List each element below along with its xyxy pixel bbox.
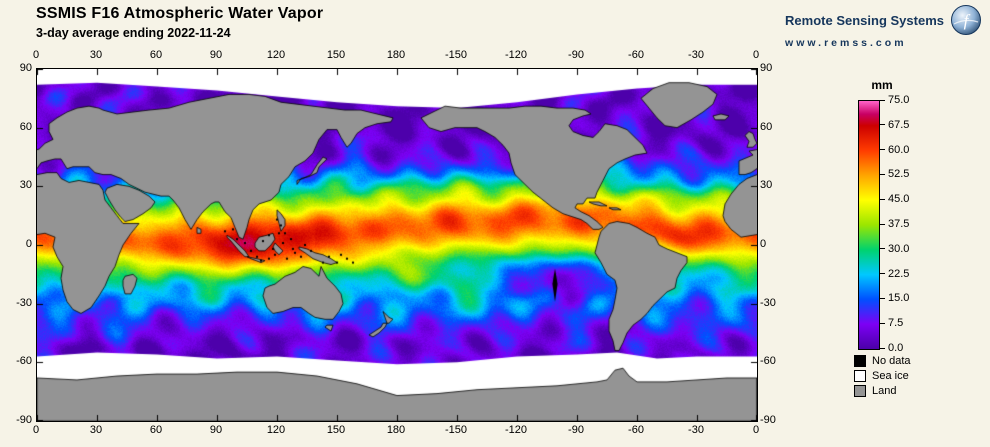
colorbar-tick-label: 45.0 <box>888 193 910 206</box>
lat-tick-label-left: 0 <box>25 238 32 250</box>
legend-swatch-sea-ice <box>854 370 866 382</box>
lat-tick-label-left: -90 <box>16 414 32 426</box>
colorbar-tick-label: 52.5 <box>888 168 910 181</box>
lon-tick-label-bottom: 0 <box>32 424 40 436</box>
lat-tick-label-right: 90 <box>760 62 773 74</box>
legend-swatch-land <box>854 385 866 397</box>
map-plot-frame <box>36 68 758 422</box>
colorbar-tick <box>880 149 885 151</box>
lon-tick-label-top: 150 <box>326 49 346 61</box>
legend-swatch-no-data <box>854 355 866 367</box>
colorbar-tick <box>880 248 885 250</box>
lon-tick-label-bottom: 180 <box>386 424 406 436</box>
lon-tick-label-bottom: -60 <box>628 424 644 436</box>
lat-tick-label-left: -30 <box>16 296 32 309</box>
lat-tick-label-left: 30 <box>19 179 32 192</box>
legend-label: Sea ice <box>872 370 909 382</box>
lat-tick-label-right: 0 <box>760 238 767 250</box>
colorbar-tick <box>880 223 885 225</box>
colorbar-tick-label: 67.5 <box>888 118 910 131</box>
colorbar-tick-label: 22.5 <box>888 267 910 280</box>
colorbar-tick <box>880 198 885 200</box>
lon-tick-label-top: 60 <box>149 49 163 61</box>
brand-name: Remote Sensing Systems <box>785 12 944 28</box>
colorbar-tick <box>880 273 885 275</box>
colorbar-tick-label: 0.0 <box>888 342 904 354</box>
legend-label: No data <box>872 355 911 367</box>
remss-globe-icon: f <box>950 4 982 36</box>
lat-tick-label-right: -30 <box>760 296 776 309</box>
branding-block: Remote Sensing Systems f www.remss <box>785 4 982 49</box>
lon-tick-label-bottom: 120 <box>266 424 286 436</box>
colorbar-tick-label: 30.0 <box>888 242 910 255</box>
lon-tick-label-top: -150 <box>444 49 468 61</box>
brand-url-link[interactable]: www.remss.com <box>785 37 907 49</box>
legend-item: Land <box>854 385 911 397</box>
colorbar-tick-label: 75.0 <box>888 94 910 106</box>
lat-tick-label-left: 60 <box>19 120 32 133</box>
svg-text:f: f <box>964 11 971 30</box>
lon-tick-label-top: 30 <box>89 49 103 61</box>
lon-tick-label-bottom: 150 <box>326 424 346 436</box>
colorbar-tick <box>880 173 885 175</box>
lon-tick-label-bottom: -90 <box>568 424 584 436</box>
lon-tick-label-top: -120 <box>504 49 528 61</box>
lat-tick-label-left: -60 <box>16 355 32 368</box>
lon-tick-label-bottom: 0 <box>752 424 760 436</box>
lon-tick-label-top: -30 <box>688 49 704 61</box>
lat-tick-label-left: 90 <box>19 62 32 74</box>
colorbar-tick-label: 60.0 <box>888 143 910 156</box>
lon-tick-label-top: 0 <box>752 49 760 61</box>
colorbar-tick <box>880 99 885 101</box>
legend-item: Sea ice <box>854 370 911 382</box>
lon-tick-label-top: 90 <box>209 49 223 61</box>
lon-tick-label-bottom: 30 <box>89 424 103 436</box>
colorbar-tick <box>880 124 885 126</box>
lon-tick-label-bottom: -120 <box>504 424 528 436</box>
brand-row: Remote Sensing Systems f <box>785 4 982 36</box>
colorbar-gradient <box>858 100 880 350</box>
lon-tick-label-bottom: -150 <box>444 424 468 436</box>
lat-tick-label-right: 30 <box>760 179 773 192</box>
lon-tick-label-bottom: 60 <box>149 424 163 436</box>
colorbar-tick <box>880 322 885 324</box>
lat-tick-label-right: 60 <box>760 120 773 133</box>
lat-tick-label-right: -90 <box>760 414 776 426</box>
lon-tick-label-top: -60 <box>628 49 644 61</box>
lon-tick-label-top: 120 <box>266 49 286 61</box>
world-map-canvas <box>37 69 757 421</box>
page-title: SSMIS F16 Atmospheric Water Vapor <box>36 5 324 22</box>
colorbar-tick <box>880 297 885 299</box>
legend-label: Land <box>872 385 897 397</box>
map-legend: No data Sea ice Land <box>854 355 911 400</box>
lon-tick-label-bottom: -30 <box>688 424 704 436</box>
lon-tick-label-top: 180 <box>386 49 406 61</box>
page-subtitle: 3-day average ending 2022-11-24 <box>36 26 231 40</box>
lon-tick-label-bottom: 90 <box>209 424 223 436</box>
colorbar-tick-label: 7.5 <box>888 317 904 330</box>
lon-tick-label-top: 0 <box>32 49 40 61</box>
colorbar-tick-label: 15.0 <box>888 292 910 305</box>
colorbar-units-label: mm <box>871 78 893 92</box>
legend-item: No data <box>854 355 911 367</box>
colorbar-tick-label: 37.5 <box>888 218 910 230</box>
colorbar-tick <box>880 347 885 349</box>
lon-tick-label-top: -90 <box>568 49 584 61</box>
lat-tick-label-right: -60 <box>760 355 776 368</box>
